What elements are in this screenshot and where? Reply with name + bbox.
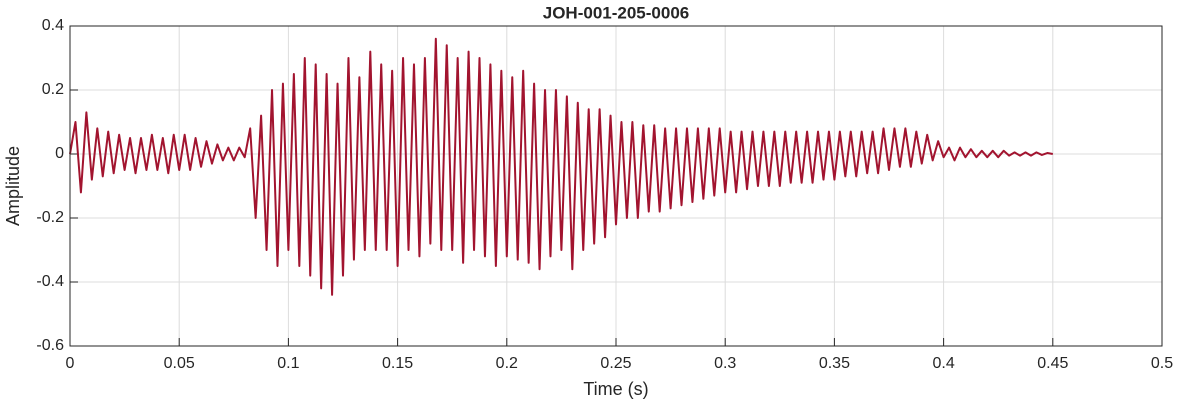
x-tick-label: 0.15: [382, 355, 413, 372]
tick-labels: 0 0.05 0.1 0.15 0.2 0.25 0.3 0.35 0.4 0.45 0.5 -0.6…: [36, 17, 1173, 372]
x-tick-label: 0: [66, 355, 75, 372]
x-tick-label: 0.25: [600, 355, 631, 372]
x-tick-label: 0.45: [1037, 355, 1068, 372]
waveform-line: [69, 37, 1053, 296]
x-axis-label: Time (s): [583, 379, 648, 399]
x-tick-label: 0.5: [1151, 355, 1173, 372]
y-tick-label: 0.4: [42, 17, 64, 34]
x-tick-label: 0.1: [277, 355, 299, 372]
chart-title: JOH-001-205-0006: [543, 3, 689, 22]
x-tick-label: 0.05: [164, 355, 195, 372]
x-tick-label: 0.2: [496, 355, 518, 372]
y-tick-label: -0.6: [36, 337, 64, 354]
y-tick-label: -0.2: [36, 209, 64, 226]
x-tick-label: 0.3: [714, 355, 736, 372]
y-tick-label: -0.4: [36, 273, 64, 290]
axes-box: [69, 25, 1163, 347]
plot-area: [69, 37, 1053, 296]
x-tick-label: 0.4: [932, 355, 954, 372]
y-tick-label: 0.2: [42, 81, 64, 98]
y-axis-label: Amplitude: [3, 146, 23, 226]
x-tick-label: 0.35: [819, 355, 850, 372]
y-tick-label: 0: [55, 145, 64, 162]
